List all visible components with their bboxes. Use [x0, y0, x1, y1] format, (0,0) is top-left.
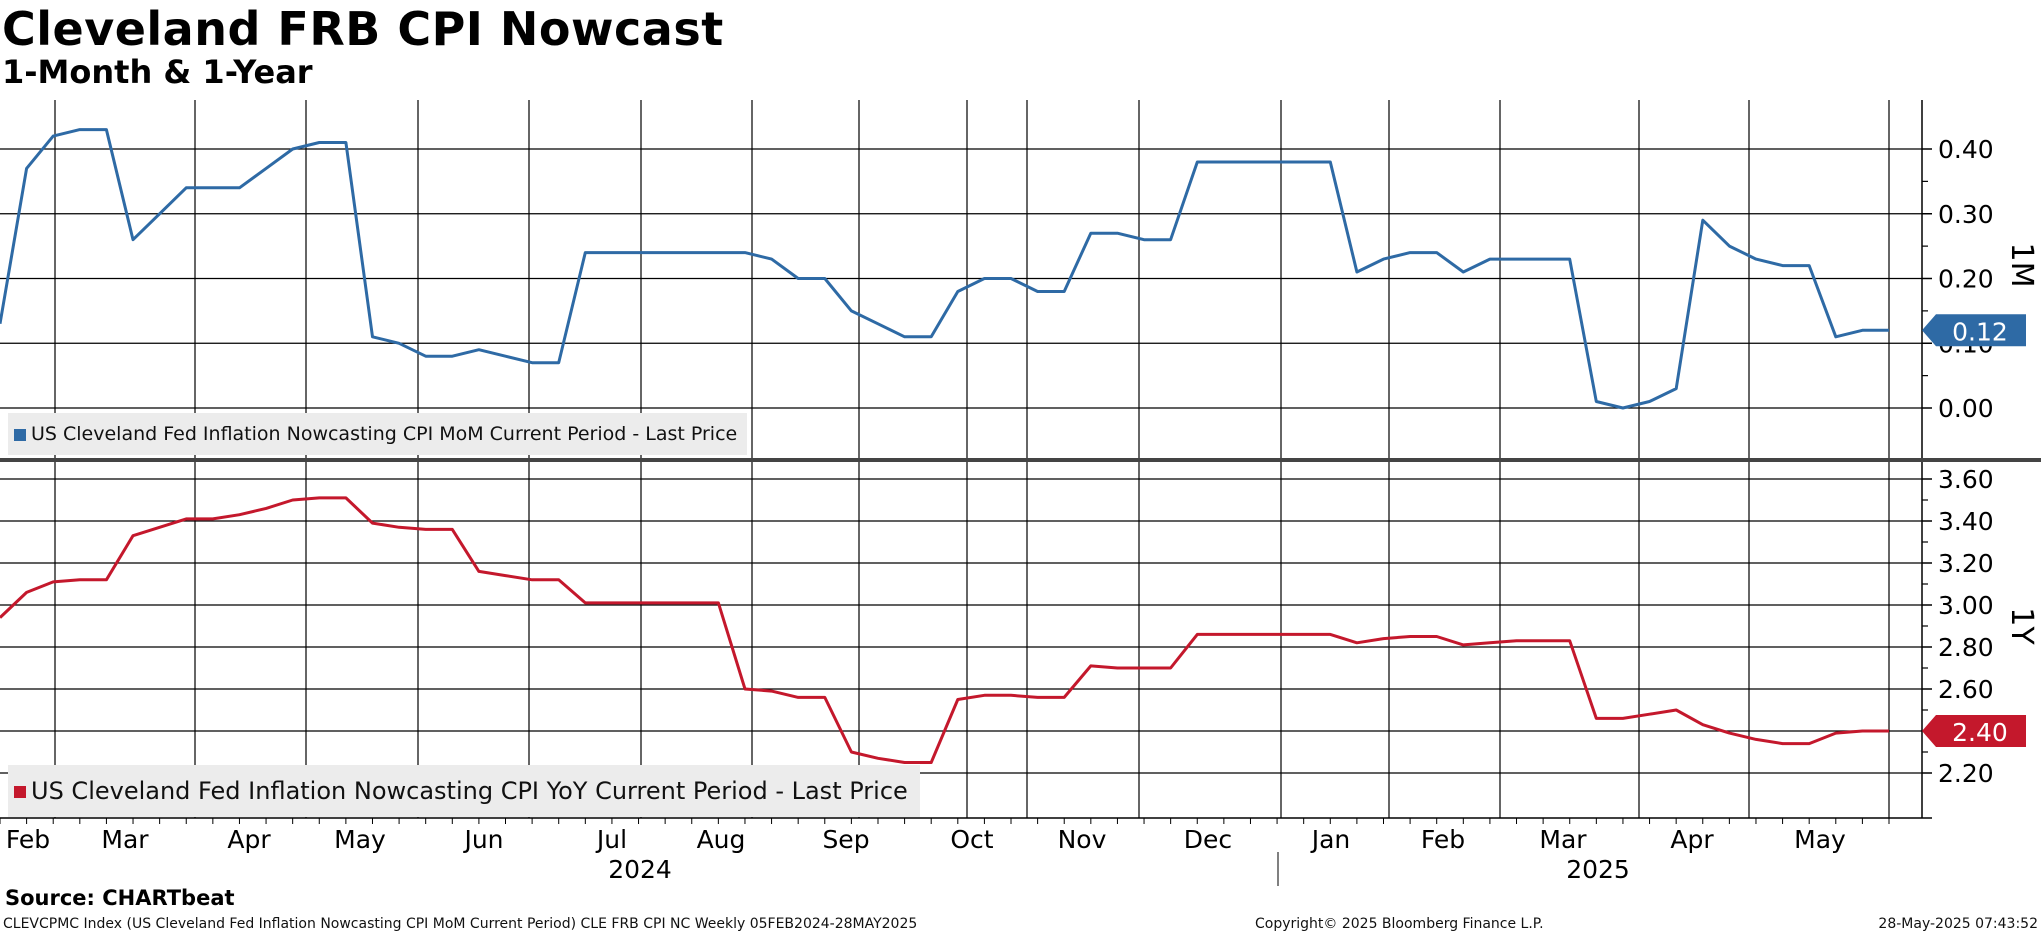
x-month-label: Oct [950, 825, 993, 854]
footer-index-description: CLEVCPMC Index (US Cleveland Fed Inflati… [3, 916, 918, 932]
legend-yoy-swatch [14, 786, 26, 798]
footer-timestamp: 28-May-2025 07:43:52 [1878, 916, 2038, 932]
y-axis-label: 1M [2004, 243, 2039, 288]
x-month-label: Jul [595, 825, 627, 854]
chart-title: Cleveland FRB CPI Nowcast [2, 2, 724, 56]
y-tick-label: 2.20 [1938, 759, 1994, 788]
legend-yoy: US Cleveland Fed Inflation Nowcasting CP… [8, 765, 920, 817]
tick-labels: 0.000.100.200.300.401M0.122.202.402.602.… [6, 135, 2039, 884]
x-month-label: Feb [1421, 825, 1465, 854]
x-month-label: Mar [1539, 825, 1587, 854]
x-month-label: Feb [6, 825, 50, 854]
x-month-label: Dec [1184, 825, 1232, 854]
x-month-label: Jun [462, 825, 503, 854]
x-month-label: May [334, 825, 386, 854]
x-month-label: Sep [822, 825, 869, 854]
series-lines [0, 128, 1889, 764]
legend-yoy-label: US Cleveland Fed Inflation Nowcasting CP… [31, 777, 908, 805]
x-month-label: Nov [1058, 825, 1107, 854]
chart-subtitle: 1-Month & 1-Year [2, 53, 313, 91]
y-tick-label: 3.60 [1938, 465, 1994, 494]
axes [0, 100, 2041, 886]
y-tick-label: 0.20 [1938, 265, 1994, 294]
y-tick-label: 0.00 [1938, 394, 1994, 423]
legend-mom-swatch [14, 428, 26, 441]
legend-mom: US Cleveland Fed Inflation Nowcasting CP… [8, 413, 748, 455]
y-tick-label: 3.20 [1938, 549, 1994, 578]
y-tick-label: 2.80 [1938, 633, 1994, 662]
yoy-series-line [0, 496, 1889, 764]
x-month-label: Apr [1670, 825, 1714, 854]
x-month-label: Mar [101, 825, 149, 854]
mom-last-value-tag [1922, 314, 2026, 347]
x-year-label: 2024 [608, 855, 672, 884]
grid-lines [0, 100, 1922, 818]
x-month-label: Jan [1310, 825, 1351, 854]
source-label: Source: CHARTbeat [5, 886, 235, 910]
x-year-label: 2025 [1566, 855, 1630, 884]
x-month-label: May [1794, 825, 1846, 854]
yoy-last-value: 2.40 [1952, 718, 2008, 747]
x-month-label: Apr [227, 825, 271, 854]
y-tick-label: 3.00 [1938, 591, 1994, 620]
y-tick-label: 2.60 [1938, 675, 1994, 704]
y-tick-label: 3.40 [1938, 507, 1994, 536]
yoy-last-value-tag [1922, 715, 2026, 747]
y-axis-label: 1Y [2004, 607, 2039, 645]
footer-copyright: Copyright© 2025 Bloomberg Finance L.P. [1255, 916, 1544, 932]
mom-last-value: 0.12 [1952, 317, 2008, 346]
mom-series-line [0, 128, 1889, 410]
y-tick-label: 0.30 [1938, 200, 1994, 229]
x-month-label: Aug [697, 825, 746, 854]
legend-mom-label: US Cleveland Fed Inflation Nowcasting CP… [31, 423, 738, 445]
y-tick-label: 0.40 [1938, 135, 1994, 164]
